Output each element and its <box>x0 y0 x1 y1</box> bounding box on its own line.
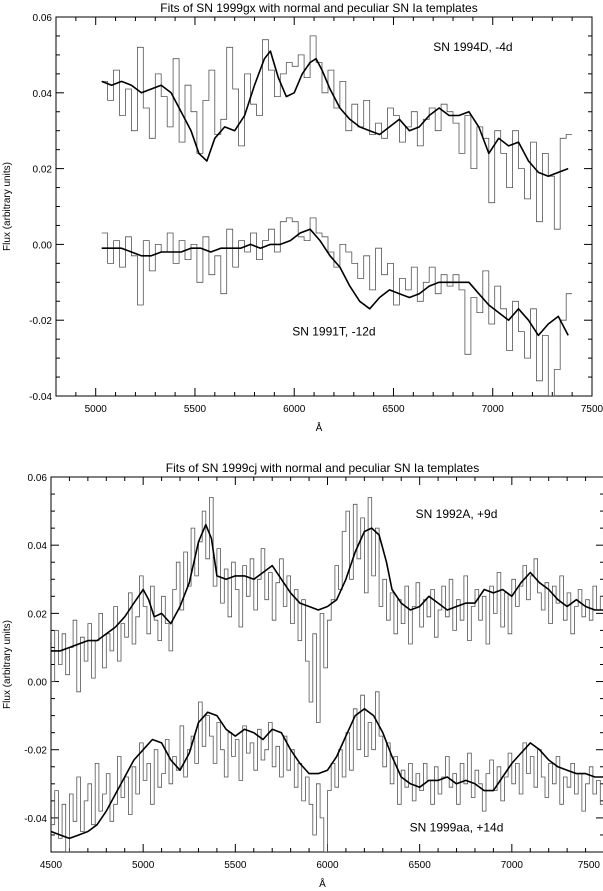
y-tick-label: 0.00 <box>33 240 53 251</box>
observed-spectrum-2 <box>101 217 573 396</box>
template-spectrum-1 <box>51 523 603 652</box>
x-tick-label: 7000 <box>482 404 505 415</box>
x-tick-label: 5000 <box>85 404 108 415</box>
x-tick-label: 6500 <box>409 860 432 871</box>
y-tick-label: -0.04 <box>24 814 47 825</box>
x-tick-label: 7500 <box>581 404 603 415</box>
series-group <box>51 497 603 852</box>
x-tick-label: 7000 <box>501 860 524 871</box>
y-tick-label: 0.04 <box>28 541 48 552</box>
chart-title: Fits of SN 1999gx with normal and peculi… <box>160 1 477 15</box>
x-tick-label: 5000 <box>132 860 155 871</box>
x-axis-label: Å <box>316 421 323 434</box>
annotation-sn1999aa: SN 1999aa, +14d <box>410 821 504 835</box>
annotation-sn1991t: SN 1991T, -12d <box>292 324 375 338</box>
observed-spectrum-0 <box>51 497 603 723</box>
x-tick-label: 6000 <box>316 860 339 871</box>
y-tick-label: 0.06 <box>28 473 48 484</box>
y-tick-label: 0.06 <box>33 13 53 24</box>
series-group <box>101 35 573 396</box>
annotation-sn1992a: SN 1992A, +9d <box>416 507 498 521</box>
x-axis-label: Å <box>319 877 326 890</box>
x-tick-label: 5500 <box>184 404 207 415</box>
template-spectrum-1 <box>101 50 569 177</box>
x-tick-label: 5500 <box>224 860 247 871</box>
y-tick-label: -0.04 <box>29 392 52 403</box>
annotation-sn1994d: SN 1994D, -4d <box>433 40 512 54</box>
y-axis-label: Flux (arbitrary units) <box>2 162 13 251</box>
y-tick-label: 0.00 <box>28 678 48 689</box>
chart-title: Fits of SN 1999cj with normal and peculi… <box>166 461 479 475</box>
chart-sn1999cj: Fits of SN 1999cj with normal and peculi… <box>2 461 603 890</box>
plot-frame <box>50 476 603 853</box>
y-tick-label: 0.02 <box>33 165 53 176</box>
template-spectrum-3 <box>51 708 603 840</box>
y-tick-label: -0.02 <box>29 316 52 327</box>
x-tick-label: 4500 <box>40 860 63 871</box>
y-tick-label: 0.02 <box>28 609 48 620</box>
template-spectrum-3 <box>101 228 569 337</box>
x-tick-label: 7500 <box>578 860 601 871</box>
observed-spectrum-0 <box>101 35 573 230</box>
y-tick-label: 0.04 <box>33 89 53 100</box>
x-tick-label: 6500 <box>382 404 405 415</box>
y-tick-label: -0.02 <box>24 746 47 757</box>
observed-spectrum-2 <box>51 691 603 852</box>
x-tick-label: 6000 <box>283 404 306 415</box>
y-axis-label: Flux (arbitrary units) <box>2 620 13 709</box>
chart-sn1999gx: Fits of SN 1999gx with normal and peculi… <box>2 1 603 434</box>
